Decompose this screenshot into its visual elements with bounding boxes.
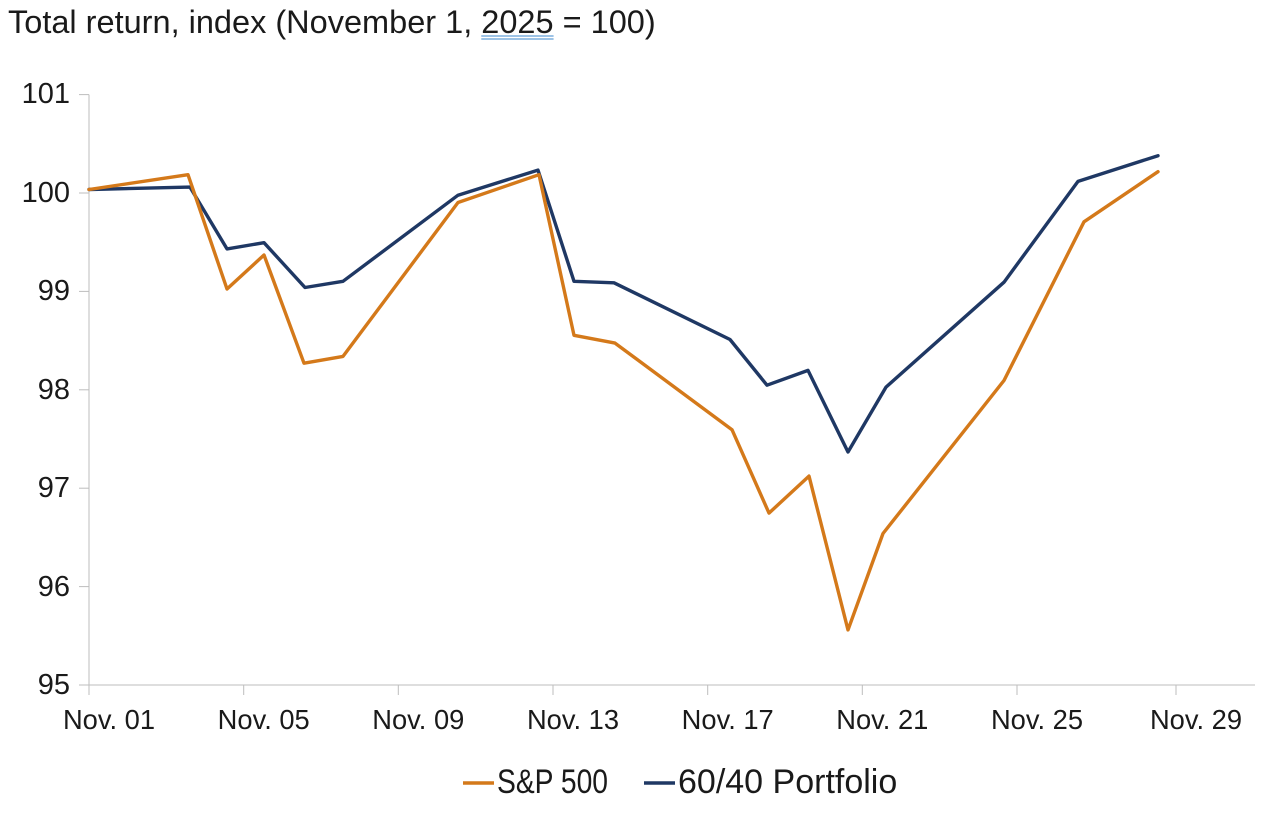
svg-text:98: 98 [38, 374, 70, 406]
svg-text:Nov. 17: Nov. 17 [682, 704, 774, 735]
svg-text:S&P 500: S&P 500 [497, 763, 608, 801]
svg-text:Nov. 25: Nov. 25 [991, 704, 1083, 735]
svg-text:96: 96 [38, 571, 70, 603]
svg-text:Nov. 13: Nov. 13 [527, 704, 619, 735]
svg-text:60/40 Portfolio: 60/40 Portfolio [678, 763, 897, 801]
svg-text:99: 99 [38, 275, 70, 307]
svg-text:Nov. 05: Nov. 05 [218, 704, 310, 735]
svg-text:100: 100 [22, 177, 70, 209]
svg-text:Nov. 21: Nov. 21 [836, 704, 928, 735]
svg-text:Nov. 09: Nov. 09 [372, 704, 464, 735]
svg-text:101: 101 [22, 78, 70, 110]
svg-text:Nov. 01: Nov. 01 [63, 704, 155, 735]
svg-text:95: 95 [38, 669, 70, 701]
svg-text:Nov. 29: Nov. 29 [1150, 704, 1242, 735]
svg-text:97: 97 [38, 472, 70, 504]
